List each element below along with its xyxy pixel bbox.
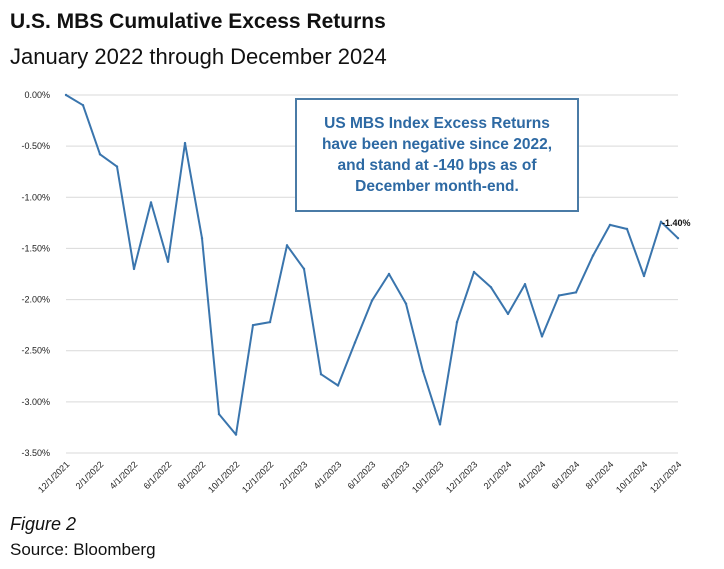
x-tick-label: 8/1/2023 — [380, 459, 412, 491]
source-note: Source: Bloomberg — [10, 540, 156, 559]
figure-caption: Figure 2 — [10, 514, 77, 534]
data-point — [489, 286, 493, 289]
data-point — [659, 220, 663, 224]
data-point — [132, 267, 136, 271]
end-value-label: -1.40% — [662, 218, 691, 228]
x-tick-label: 10/1/2022 — [206, 459, 241, 494]
x-tick-label: 6/1/2023 — [346, 459, 378, 491]
x-tick-label: 10/1/2024 — [614, 459, 649, 494]
y-tick-label: -1.00% — [21, 192, 50, 202]
data-point — [302, 267, 306, 271]
data-point — [64, 93, 68, 97]
data-point — [353, 341, 357, 344]
x-tick-label: 10/1/2023 — [410, 459, 445, 494]
data-point — [336, 384, 340, 387]
data-point — [217, 412, 221, 416]
y-tick-label: 0.00% — [24, 90, 50, 100]
x-tick-label: 6/1/2024 — [550, 459, 582, 491]
data-point — [268, 320, 272, 324]
y-tick-label: -2.50% — [21, 346, 50, 356]
y-tick-label: -3.00% — [21, 397, 50, 407]
data-point — [557, 294, 561, 297]
data-point — [506, 312, 510, 316]
x-tick-label: 8/1/2024 — [584, 459, 616, 491]
data-point — [319, 373, 323, 376]
callout-box: US MBS Index Excess Returns have been ne… — [295, 98, 579, 212]
data-point — [285, 244, 289, 247]
chart-title: U.S. MBS Cumulative Excess Returns — [10, 10, 386, 33]
data-point — [387, 272, 391, 276]
data-point — [438, 423, 442, 426]
data-point — [608, 223, 612, 227]
x-tick-label: 4/1/2022 — [108, 459, 140, 491]
data-point — [625, 227, 629, 231]
x-tick-label: 12/1/2021 — [36, 459, 71, 494]
data-point — [591, 254, 595, 257]
data-point — [251, 323, 255, 327]
data-point — [115, 165, 119, 168]
y-tick-label: -1.50% — [21, 243, 50, 253]
x-tick-label: 4/1/2024 — [516, 459, 548, 491]
x-tick-label: 2/1/2024 — [482, 459, 514, 491]
data-point — [370, 299, 374, 302]
chart-subtitle: January 2022 through December 2024 — [10, 44, 387, 69]
data-point — [234, 433, 238, 436]
data-point — [183, 141, 187, 145]
x-axis: 12/1/2021 2/1/2022 4/1/2022 6/1/2022 8/1/202… — [36, 459, 683, 494]
callout-text: US MBS Index Excess Returns have been ne… — [321, 115, 553, 195]
data-points — [64, 93, 680, 436]
data-point — [81, 104, 85, 107]
x-tick-label: 12/1/2023 — [444, 459, 479, 494]
x-tick-label: 12/1/2022 — [240, 459, 275, 494]
data-point — [676, 237, 680, 240]
data-point — [200, 237, 204, 240]
data-point — [421, 369, 425, 373]
data-point — [642, 274, 646, 278]
y-tick-label: -3.50% — [21, 448, 50, 458]
y-axis: 0.00% -0.50% -1.00% -1.50% -2.00% -2.50% -3.00… — [21, 90, 50, 458]
y-tick-label: -0.50% — [21, 141, 50, 151]
data-point — [149, 201, 153, 204]
x-tick-label: 12/1/2024 — [648, 459, 683, 494]
data-point — [472, 270, 476, 274]
data-point — [574, 291, 578, 294]
y-tick-label: -2.00% — [21, 295, 50, 305]
data-point — [455, 320, 459, 324]
x-tick-label: 4/1/2023 — [312, 459, 344, 491]
data-point — [540, 335, 544, 338]
x-tick-label: 2/1/2023 — [278, 459, 310, 491]
data-point — [523, 283, 527, 286]
data-point — [404, 302, 408, 305]
data-point — [166, 260, 170, 263]
x-tick-label: 6/1/2022 — [142, 459, 174, 491]
data-point — [98, 153, 102, 156]
x-tick-label: 2/1/2022 — [74, 459, 106, 491]
x-tick-label: 8/1/2022 — [176, 459, 208, 491]
